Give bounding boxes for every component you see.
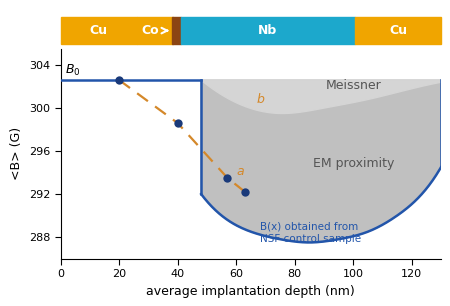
Text: $B_0$: $B_0$ [65, 63, 81, 78]
Text: Nb: Nb [258, 24, 278, 37]
Text: Cu: Cu [389, 24, 407, 37]
Text: b: b [256, 93, 265, 106]
Bar [61, 17, 137, 44]
Text: B(x) obtained from
NSF control sample: B(x) obtained from NSF control sample [260, 221, 361, 244]
X-axis label: average implantation depth (nm): average implantation depth (nm) [147, 285, 355, 297]
Polygon shape [201, 80, 441, 242]
Polygon shape [201, 80, 441, 114]
Text: a: a [236, 165, 244, 178]
Bar [137, 17, 173, 44]
Text: Cu: Cu [90, 24, 108, 37]
Y-axis label: <B> (G): <B> (G) [10, 127, 23, 180]
Text: EM proximity: EM proximity [313, 157, 394, 170]
Bar [172, 17, 180, 44]
Text: Meissner: Meissner [325, 79, 381, 92]
Bar [356, 17, 441, 44]
Text: Co: Co [141, 24, 159, 37]
Bar [180, 17, 356, 44]
